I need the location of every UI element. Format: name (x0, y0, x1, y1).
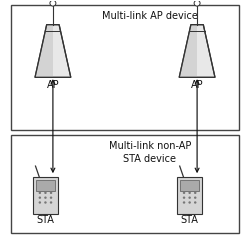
Circle shape (194, 201, 196, 204)
Text: Multi-link AP device: Multi-link AP device (102, 12, 198, 21)
Polygon shape (35, 25, 71, 77)
Circle shape (50, 192, 52, 194)
Polygon shape (35, 25, 53, 77)
Circle shape (183, 192, 185, 194)
Circle shape (188, 192, 191, 194)
Bar (177, 177, 202, 214)
Circle shape (50, 0, 56, 6)
Text: Multi-link non-AP
STA device: Multi-link non-AP STA device (109, 141, 191, 164)
Text: AP: AP (46, 80, 59, 90)
Circle shape (183, 196, 185, 199)
Bar (180, 180, 199, 191)
Text: STA: STA (36, 215, 54, 225)
Circle shape (38, 201, 41, 204)
Circle shape (188, 201, 191, 204)
Bar (11, 135, 239, 233)
Polygon shape (179, 25, 215, 77)
Circle shape (188, 196, 191, 199)
Bar (36, 180, 55, 191)
Text: STA: STA (181, 215, 198, 225)
Circle shape (44, 192, 47, 194)
Circle shape (44, 196, 47, 199)
Circle shape (183, 201, 185, 204)
Bar (11, 6, 239, 130)
Circle shape (194, 192, 196, 194)
Circle shape (38, 196, 41, 199)
Circle shape (194, 0, 200, 6)
Text: AP: AP (191, 80, 203, 90)
Circle shape (50, 201, 52, 204)
Circle shape (44, 201, 47, 204)
Circle shape (50, 196, 52, 199)
Circle shape (194, 196, 196, 199)
Circle shape (38, 192, 41, 194)
Polygon shape (179, 25, 197, 77)
Bar (33, 177, 58, 214)
